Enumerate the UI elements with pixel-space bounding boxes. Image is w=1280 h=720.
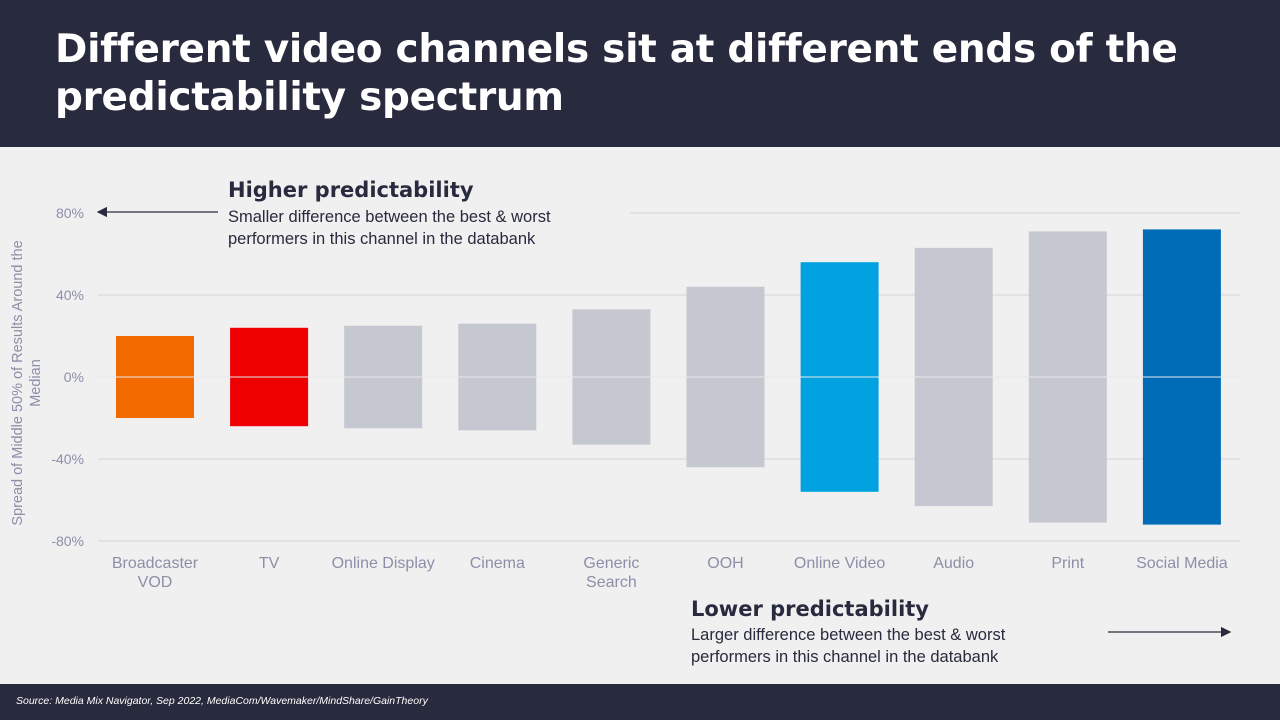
bar-chart: 80% 40% 0% -40% -80% Spread of Middle 50% of … <box>10 205 1240 638</box>
y-tick-label: 40% <box>56 287 84 303</box>
y-tick-label: -40% <box>51 451 84 467</box>
x-category-label: Online Display <box>332 555 435 572</box>
x-category-label: Broadcaster <box>112 555 199 572</box>
x-category-label: Generic <box>583 555 639 572</box>
footer-bar: Source: Media Mix Navigator, Sep 2022, M… <box>0 684 1280 720</box>
source-note: Source: Media Mix Navigator, Sep 2022, M… <box>16 695 428 707</box>
lower-predictability-heading: Lower predictability <box>691 597 929 621</box>
x-category-label: Search <box>586 574 637 591</box>
x-category-label: Print <box>1051 555 1084 572</box>
title-banner: Different video channels sit at differen… <box>0 0 1280 147</box>
y-axis-title: Spread of Middle 50% of Results Around t… <box>10 240 44 525</box>
x-category-label: VOD <box>138 574 173 591</box>
higher-predictability-description: Smaller difference between the best & wo… <box>228 208 551 248</box>
x-category-label: Online Video <box>794 555 885 572</box>
x-category-label: Audio <box>933 555 974 572</box>
x-category-label: TV <box>259 555 280 572</box>
x-category-label: Social Media <box>1136 555 1228 572</box>
slide-title: Different video channels sit at differen… <box>55 27 1178 120</box>
x-category-label: OOH <box>707 555 743 572</box>
y-tick-label: -80% <box>51 533 84 549</box>
higher-predictability-heading: Higher predictability <box>228 178 474 202</box>
x-category-label: Cinema <box>470 555 525 572</box>
y-tick-label: 0% <box>64 369 84 385</box>
y-tick-label: 80% <box>56 205 84 221</box>
lower-predictability-description: Larger difference between the best & wor… <box>691 626 1006 666</box>
